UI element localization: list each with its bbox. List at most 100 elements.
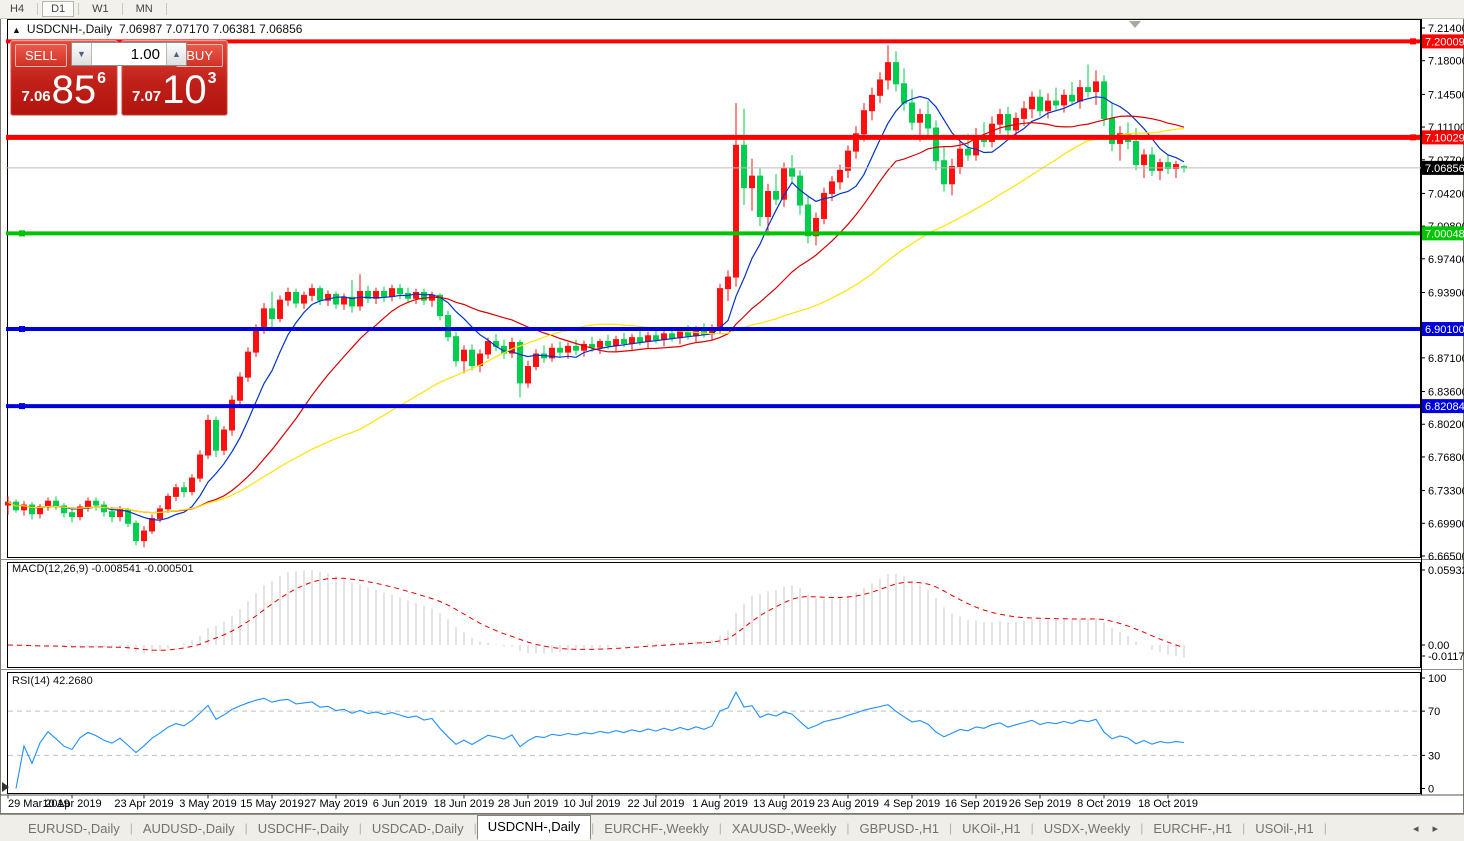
chart-tab-gbpusd-h1[interactable]: GBPUSD-,H1: [859, 820, 940, 836]
tab-separator: |: [1140, 821, 1144, 835]
pane-marker-icon: [2, 782, 9, 792]
tab-scroll-arrows[interactable]: ◂▸: [1412, 823, 1452, 835]
line-handle: [19, 326, 25, 333]
svg-text:7.06856: 7.06856: [1425, 163, 1464, 175]
toolbar-separator: [78, 3, 80, 15]
svg-text:6.83600: 6.83600: [1428, 387, 1464, 399]
timeframe-button-h4[interactable]: H4: [10, 3, 25, 15]
chart-tab-usdcad-daily[interactable]: USDCAD-,Daily: [371, 820, 464, 836]
chart-tab-ukoil-h1[interactable]: UKOil-,H1: [962, 820, 1021, 836]
svg-text:10 Jul 2019: 10 Jul 2019: [564, 798, 621, 810]
svg-text:8 Oct 2019: 8 Oct 2019: [1077, 798, 1131, 810]
svg-text:6.90100: 6.90100: [1425, 324, 1464, 336]
tab-separator: |: [1030, 821, 1034, 835]
chart-canvas: 7.214007.180007.145007.111007.077007.042…: [0, 18, 1464, 814]
svg-text:10 Apr 2019: 10 Apr 2019: [42, 798, 101, 810]
tab-separator: |: [358, 821, 362, 835]
sell-panel: SELL 7.06 85 6: [10, 40, 118, 116]
chart-title: ▲ USDCNH-,Daily 7.06987 7.07170 7.06381 7…: [12, 22, 302, 36]
macd-pane: 0.059323 0.00-0.011773: [7, 565, 1464, 663]
svg-text:18 Oct 2019: 18 Oct 2019: [1138, 798, 1198, 810]
line-handle: [19, 230, 25, 237]
tab-separator: |: [949, 821, 953, 835]
tab-separator: |: [1323, 821, 1327, 835]
chart-tab-usdchf-daily[interactable]: USDCHF-,Daily: [257, 820, 349, 836]
chart-tab-eurchf-weekly[interactable]: EURCHF-,Weekly: [604, 820, 709, 836]
chart-tab-xauusd-weekly[interactable]: XAUUSD-,Weekly: [731, 820, 837, 836]
chart-tab-audusd-daily[interactable]: AUDUSD-,Daily: [142, 820, 235, 836]
buy-price-big: 10: [162, 68, 207, 112]
svg-text:1 Aug 2019: 1 Aug 2019: [692, 798, 748, 810]
tab-separator: |: [129, 821, 133, 835]
symbol-tab-bar: EURUSD-,Daily | AUDUSD-,Daily | USDCHF-,Dail…: [0, 814, 1464, 841]
toolbar-separator: [165, 3, 167, 15]
volume-decrease-icon[interactable]: ▼: [72, 43, 92, 65]
price-axis: 7.214007.180007.145007.111007.077007.042…: [1421, 23, 1464, 563]
tab-separator: |: [718, 821, 722, 835]
svg-text:6.93900: 6.93900: [1428, 287, 1464, 299]
tab-separator: |: [591, 821, 595, 835]
timeframe-button-mn[interactable]: MN: [135, 3, 153, 15]
sell-price-big: 85: [51, 68, 97, 112]
svg-text:27 May 2019: 27 May 2019: [304, 798, 368, 810]
svg-text:70: 70: [1428, 706, 1440, 718]
svg-text:7.14500: 7.14500: [1428, 89, 1464, 101]
chart-ohlc-values: 7.06987 7.07170 7.06381 7.06856: [118, 22, 303, 36]
svg-text:6.66500: 6.66500: [1428, 551, 1464, 563]
line-handle: [19, 403, 25, 410]
volume-increase-icon[interactable]: ▲: [166, 43, 186, 65]
sell-button[interactable]: SELL: [15, 44, 67, 67]
moving-average-45: [7, 128, 1185, 514]
svg-text:6.80200: 6.80200: [1428, 419, 1464, 431]
sell-price-pip: 6: [97, 70, 107, 87]
macd-indicator-label: MACD(12,26,9) -0.008541 -0.000501: [12, 563, 194, 575]
sell-price: 7.06 85 6: [11, 69, 117, 111]
tab-separator: |: [1242, 821, 1246, 835]
svg-text:7.00048: 7.00048: [1425, 228, 1464, 240]
svg-text:3 May 2019: 3 May 2019: [179, 798, 236, 810]
svg-text:6.69900: 6.69900: [1428, 518, 1464, 530]
svg-text:6 Jun 2019: 6 Jun 2019: [373, 798, 427, 810]
rsi-pane: 100 70 30 0: [2, 673, 1446, 796]
svg-text:7.04200: 7.04200: [1428, 188, 1464, 200]
chart-tab-usoil-h1[interactable]: USOil-,H1: [1255, 820, 1314, 836]
svg-text:4 Sep 2019: 4 Sep 2019: [884, 798, 940, 810]
svg-text:7.18000: 7.18000: [1428, 56, 1464, 68]
svg-text:16 Sep 2019: 16 Sep 2019: [945, 798, 1007, 810]
line-handle: [1410, 38, 1416, 45]
svg-text:0.059323: 0.059323: [1428, 565, 1464, 577]
chart-tab-usdcnh-daily[interactable]: USDCNH-,Daily: [476, 814, 592, 840]
svg-text:0: 0: [1428, 784, 1434, 796]
chart-tab-eurusd-daily[interactable]: EURUSD-,Daily: [28, 820, 120, 836]
buy-price-prefix: 7.07: [131, 88, 162, 105]
svg-text:6.73300: 6.73300: [1428, 486, 1464, 498]
chart-shift-icon: [1129, 21, 1141, 28]
rsi-line: [15, 690, 1185, 789]
svg-text:30: 30: [1428, 750, 1440, 762]
toolbar-separator: [121, 3, 123, 15]
svg-text:28 Jun 2019: 28 Jun 2019: [498, 798, 559, 810]
chart-tab-usdx-weekly[interactable]: USDX-,Weekly: [1043, 820, 1131, 836]
collapse-triangle-icon: ▲: [12, 25, 21, 35]
chart-tab-eurchf-h1[interactable]: EURCHF-,H1: [1153, 820, 1233, 836]
timeframe-button-w1[interactable]: W1: [92, 3, 109, 15]
volume-spinner: ▼ ▲: [71, 42, 187, 66]
svg-text:6.76800: 6.76800: [1428, 452, 1464, 464]
svg-text:0.00: 0.00: [1428, 640, 1449, 652]
volume-input[interactable]: [92, 43, 166, 65]
timeframe-button-d1[interactable]: D1: [42, 1, 75, 17]
buy-button[interactable]: BUY: [176, 44, 223, 67]
svg-text:6.87100: 6.87100: [1428, 353, 1464, 365]
one-click-trading-panel: SELL 7.06 85 6 BUY 7.07 10 3 ▼ ▲: [10, 40, 228, 116]
svg-text:100: 100: [1428, 673, 1446, 685]
svg-text:6.82084: 6.82084: [1425, 401, 1464, 413]
svg-text:22 Jul 2019: 22 Jul 2019: [628, 798, 685, 810]
tab-separator: |: [244, 821, 248, 835]
moving-average-21: [7, 115, 1185, 514]
timeframe-toolbar: H4 D1 W1 MN: [0, 0, 1464, 19]
toolbar-separator: [37, 3, 39, 15]
svg-text:26 Sep 2019: 26 Sep 2019: [1009, 798, 1071, 810]
svg-text:23 Aug 2019: 23 Aug 2019: [817, 798, 879, 810]
svg-text:18 Jun 2019: 18 Jun 2019: [434, 798, 495, 810]
